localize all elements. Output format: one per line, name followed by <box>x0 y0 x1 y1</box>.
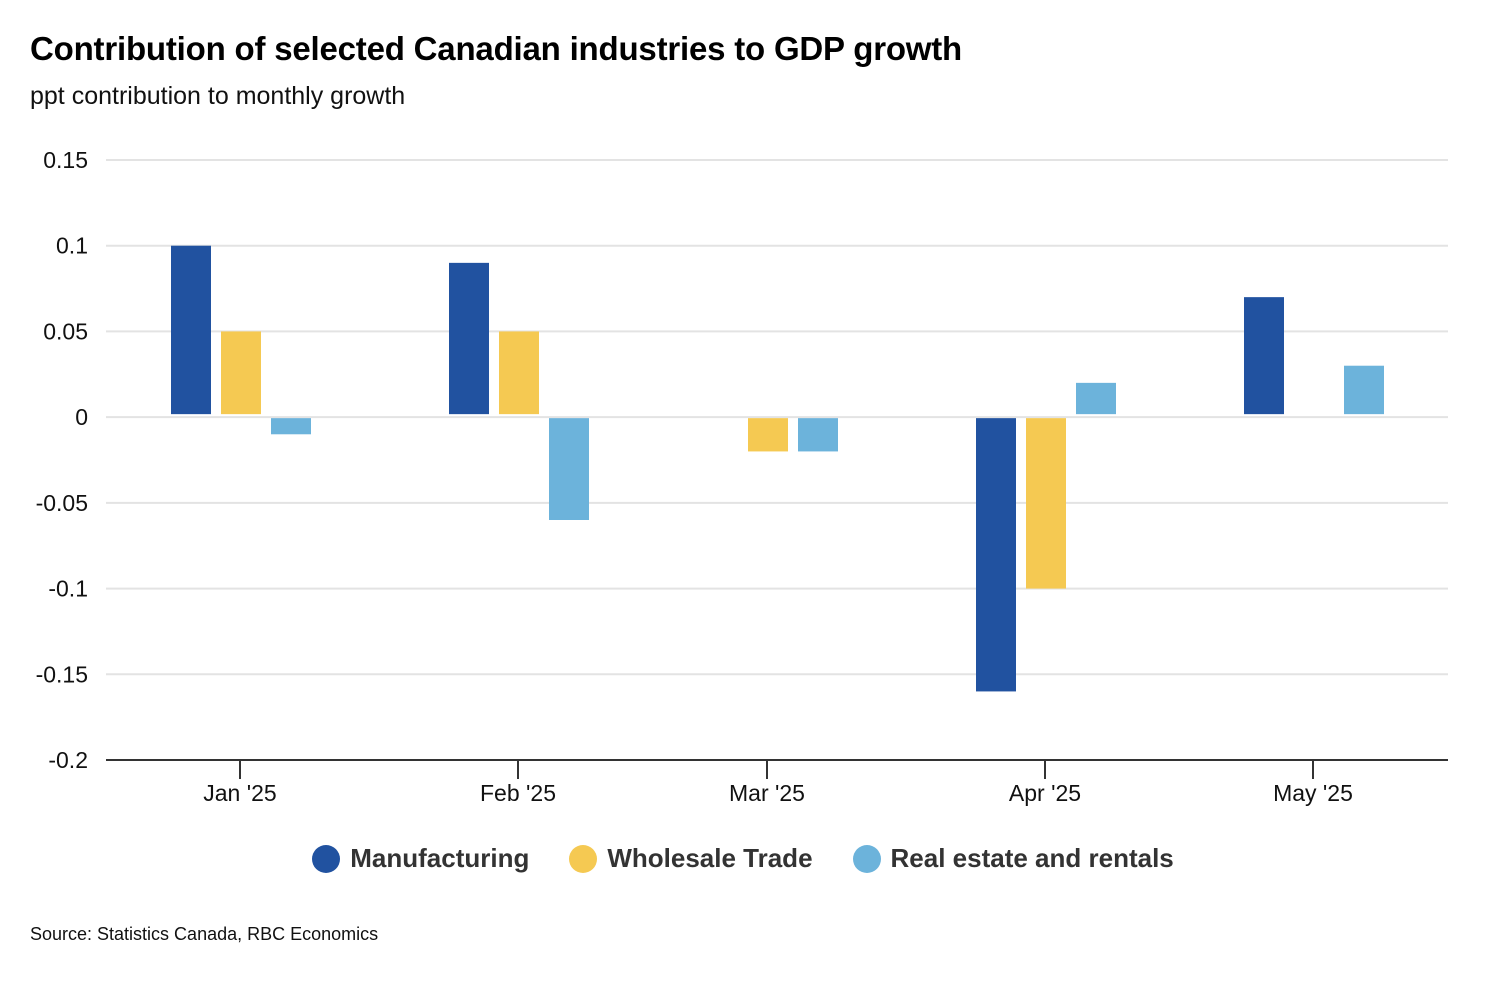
bar-manufacturing-4 <box>1244 297 1284 415</box>
bar-wholesale-trade-3 <box>1026 418 1066 589</box>
y-axis-ticks: 0.15 0.1 0.05 0 -0.05 -0.1 -0.15 -0.2 <box>36 147 88 773</box>
legend-dot-manufacturing <box>312 844 341 873</box>
y-tick-label: 0.1 <box>56 233 88 259</box>
x-tick-label: Mar '25 <box>729 780 805 806</box>
y-tick-label: 0 <box>75 404 88 430</box>
y-tick-label: -0.2 <box>48 747 88 773</box>
legend-item-wholesale-trade[interactable]: Wholesale Trade <box>569 843 813 874</box>
bar-real-estate-and-rentals-0 <box>271 418 311 435</box>
x-tick-label: Jan '25 <box>203 780 276 806</box>
legend-item-manufacturing[interactable]: Manufacturing <box>312 843 529 874</box>
x-tick-label: Feb '25 <box>480 780 556 806</box>
legend-label: Wholesale Trade <box>607 843 813 873</box>
x-axis: Jan '25 Feb '25 Mar '25 Apr '25 May '25 <box>106 759 1448 806</box>
y-tick-label: -0.05 <box>36 490 88 516</box>
bar-real-estate-and-rentals-2 <box>798 418 838 452</box>
bar-manufacturing-3 <box>976 418 1016 692</box>
bar-manufacturing-0 <box>171 245 211 415</box>
bar-real-estate-and-rentals-1 <box>549 418 589 520</box>
legend-dot-wholesale-trade <box>569 844 598 873</box>
legend-label: Manufacturing <box>350 843 530 873</box>
legend: Manufacturing Wholesale Trade Real estat… <box>0 843 1486 874</box>
chart-subtitle: ppt contribution to monthly growth <box>30 82 406 110</box>
x-tick-label: May '25 <box>1273 780 1353 806</box>
bars <box>171 245 1384 692</box>
gridlines <box>106 159 1448 676</box>
x-tick-label: Apr '25 <box>1009 780 1081 806</box>
chart-title: Contribution of selected Canadian indust… <box>30 30 963 67</box>
bar-wholesale-trade-1 <box>499 331 539 415</box>
y-tick-label: -0.1 <box>48 576 88 602</box>
bar-real-estate-and-rentals-3 <box>1076 382 1116 415</box>
bar-wholesale-trade-2 <box>748 418 788 452</box>
bar-wholesale-trade-0 <box>221 331 261 415</box>
legend-dot-real-estate <box>852 844 881 873</box>
source-note: Source: Statistics Canada, RBC Economics <box>30 924 379 944</box>
y-tick-label: -0.15 <box>36 661 88 687</box>
bar-manufacturing-1 <box>449 262 489 415</box>
y-tick-label: 0.05 <box>43 318 88 344</box>
y-tick-label: 0.15 <box>43 147 88 173</box>
legend-label: Real estate and rentals <box>890 843 1174 873</box>
legend-item-real-estate[interactable]: Real estate and rentals <box>852 843 1174 874</box>
bar-real-estate-and-rentals-4 <box>1344 365 1384 415</box>
